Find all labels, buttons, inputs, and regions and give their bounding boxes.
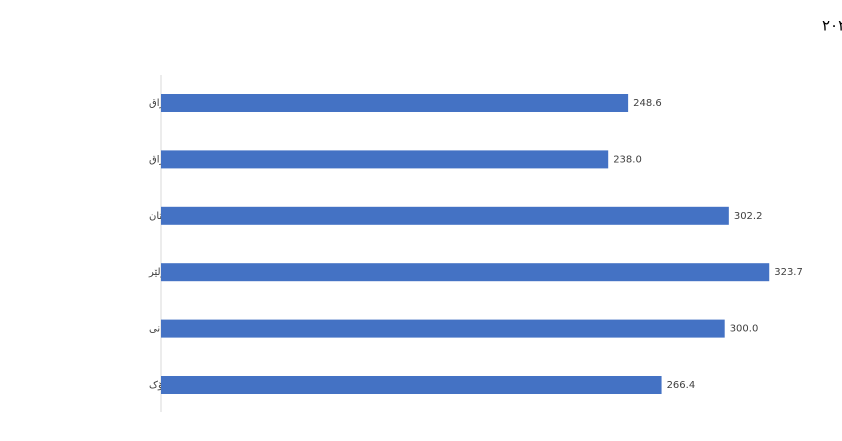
bar [161, 150, 609, 169]
value-label: 300.0 [730, 324, 759, 335]
bar [161, 319, 725, 338]
bar [161, 376, 662, 394]
bar [161, 94, 629, 112]
value-label: 302.2 [734, 211, 763, 222]
value-label: 248.6 [633, 98, 662, 109]
bar [161, 206, 729, 225]
value-label: 323.7 [774, 267, 803, 278]
value-label: 238.0 [613, 154, 642, 165]
chart-title: تێکڕای خەرجی مانگانە بۆ هەرتاکێك تاك لە … [822, 16, 842, 35]
bar [161, 263, 770, 282]
category-label: دهۆک [149, 380, 173, 391]
value-label: 266.4 [667, 380, 696, 391]
